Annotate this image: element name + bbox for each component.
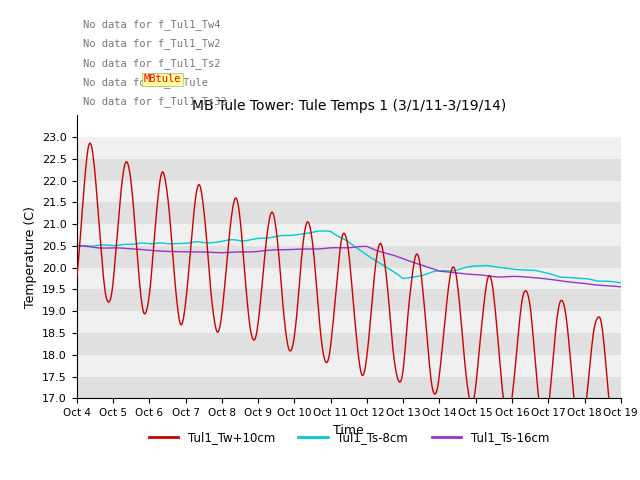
Text: MBtule: MBtule xyxy=(144,74,182,84)
Bar xyxy=(77,180,621,203)
Text: No data for f_Tul1_Ts32: No data for f_Tul1_Ts32 xyxy=(83,96,227,107)
Bar xyxy=(77,268,621,289)
Text: No data for f_Tul1_Ts2: No data for f_Tul1_Ts2 xyxy=(83,58,221,69)
Bar xyxy=(77,311,621,333)
X-axis label: Time: Time xyxy=(333,424,364,437)
Text: No data for f_Tul1_Tw2: No data for f_Tul1_Tw2 xyxy=(83,38,221,49)
Bar xyxy=(77,377,621,398)
Bar xyxy=(77,289,621,311)
Legend: Tul1_Tw+10cm, Tul1_Ts-8cm, Tul1_Ts-16cm: Tul1_Tw+10cm, Tul1_Ts-8cm, Tul1_Ts-16cm xyxy=(144,427,554,449)
Title: MB Tule Tower: Tule Temps 1 (3/1/11-3/19/14): MB Tule Tower: Tule Temps 1 (3/1/11-3/19… xyxy=(191,99,506,113)
Bar xyxy=(77,137,621,159)
Bar xyxy=(77,203,621,224)
Text: No data for f_MBTule: No data for f_MBTule xyxy=(83,77,208,88)
Text: No data for f_Tul1_Tw4: No data for f_Tul1_Tw4 xyxy=(83,19,221,30)
Bar xyxy=(77,224,621,246)
Bar xyxy=(77,246,621,268)
Y-axis label: Temperature (C): Temperature (C) xyxy=(24,206,36,308)
Bar xyxy=(77,333,621,355)
Bar xyxy=(77,355,621,377)
Bar xyxy=(77,159,621,180)
